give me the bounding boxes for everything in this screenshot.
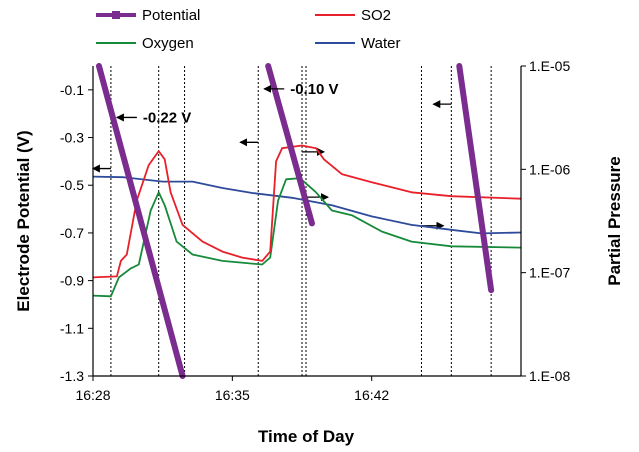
legend-label-so2: SO2 [361, 7, 391, 24]
series-oxygen-line [92, 177, 522, 298]
x-tick-label: 16:42 [354, 387, 389, 403]
legend-marker-potential [112, 11, 120, 19]
series-potential-sweep [95, 63, 186, 379]
series-potential-sweep [456, 63, 495, 294]
y2-tick-label: 1.E-07 [529, 265, 570, 281]
y-tick-label: -0.1 [60, 82, 84, 98]
legend-label-water: Water [361, 35, 400, 52]
y-tick-label: -0.7 [60, 225, 84, 241]
y-axis-title: Electrode Potential (V) [14, 130, 33, 311]
axes: -0.1 -0.3 -0.5 -0.7 -0.9 -1.1 -1.3 1.E-05 1.E-06… [60, 58, 571, 403]
y-tick-label: -1.1 [60, 320, 84, 336]
annotation-label: -0.22 V [143, 109, 191, 126]
y-tick-label: -0.9 [60, 273, 84, 289]
series-layer [92, 63, 522, 379]
legend: Potential SO2 Oxygen Water [96, 7, 400, 52]
annotation-label: -0.10 V [290, 81, 338, 98]
annotations: -0.22 V -0.10 V [115, 81, 339, 126]
legend-label-oxygen: Oxygen [142, 35, 194, 52]
y-tick-label: -1.3 [60, 368, 84, 384]
x-tick-label: 16:28 [75, 387, 110, 403]
x-axis-title: Time of Day [258, 427, 355, 446]
plot-area [93, 66, 521, 376]
x-tick-label: 16:35 [215, 387, 250, 403]
y2-tick-label: 1.E-08 [529, 368, 570, 384]
y-tick-label: -0.3 [60, 130, 84, 146]
y-tick-label: -0.5 [60, 177, 84, 193]
series-water-line [92, 175, 522, 235]
series-potential-sweep [265, 63, 315, 227]
legend-label-potential: Potential [142, 7, 200, 24]
y2-tick-label: 1.E-06 [529, 161, 570, 177]
y2-axis-title: Partial Pressure [605, 156, 624, 285]
y2-tick-label: 1.E-05 [529, 58, 570, 74]
